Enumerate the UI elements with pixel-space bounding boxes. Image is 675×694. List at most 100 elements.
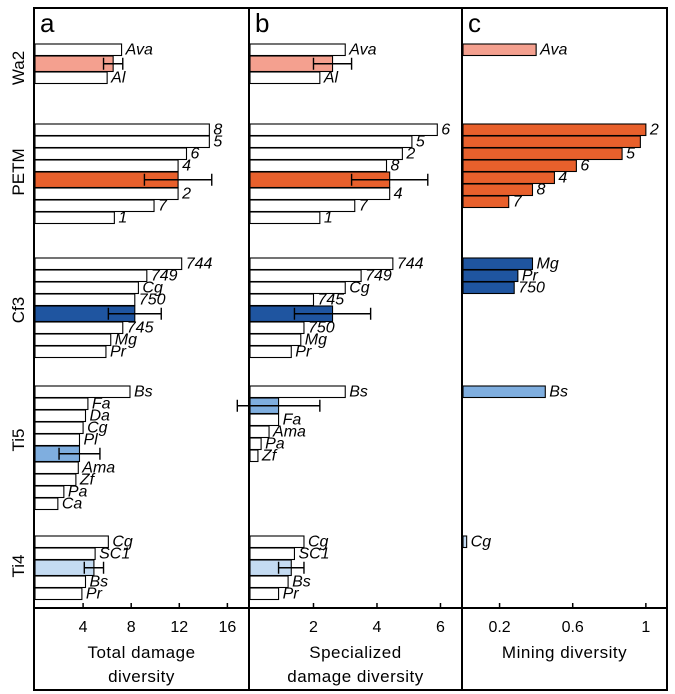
bar-cf3-mg: [249, 333, 302, 347]
bar-cf3-745: [249, 293, 315, 307]
bar-cf3-pr: [34, 345, 107, 359]
bar-cf3-cg: [34, 281, 139, 295]
bar-label: SC1: [99, 546, 130, 563]
bar-label: Pr: [283, 586, 300, 603]
bar-label: Ca: [62, 496, 83, 513]
bar-cf3-mg: [34, 333, 112, 347]
bar-label: 750: [518, 280, 545, 297]
group-label-ti4: Ti4: [9, 555, 28, 578]
bar-label: 4: [394, 186, 403, 203]
panel-frame: [461, 7, 668, 691]
bar-ti4-bs: [34, 575, 87, 589]
x-tick-label: 1: [641, 619, 650, 636]
bar-label: Cg: [112, 534, 133, 551]
bar-label: Bs: [90, 574, 109, 591]
bar-petm-2: [249, 147, 403, 161]
bar-label: Pa: [68, 484, 88, 501]
bar-ti5-cg: [34, 421, 84, 435]
bar-label: 7: [513, 194, 523, 211]
bar-ti4-cg: [462, 535, 468, 549]
bar-label: Ava: [125, 42, 153, 59]
bar-label: 744: [186, 256, 213, 273]
bar-label: Bs: [292, 574, 311, 591]
bar-label: Zf: [79, 472, 96, 489]
bar-label: 5: [416, 134, 425, 151]
bar-ti4-cg: [34, 535, 109, 549]
bar-petm-4: [249, 187, 391, 201]
x-tick-label: 0.6: [562, 619, 584, 636]
bar-label: 745: [127, 320, 154, 337]
series-wa2: Ava Al: [34, 42, 153, 87]
bar-ti5-pl: [34, 433, 81, 447]
series-wa2: Ava Al: [249, 42, 377, 87]
bar-petm-7: [34, 199, 155, 213]
bar-wa2-al: [34, 71, 108, 85]
bar-cf3-750: [34, 293, 136, 307]
bar-label: Ava: [348, 42, 376, 59]
bar-label: 749: [151, 268, 178, 285]
bar-label: Pa: [265, 436, 285, 453]
bar-petm-2: [34, 187, 179, 201]
bar-ti4-pr: [34, 587, 83, 601]
bar-label: Mg: [305, 332, 327, 349]
bar-label: Cg: [471, 534, 492, 551]
bar-label: Ava: [539, 42, 567, 59]
bar-ti5-pa: [34, 485, 65, 499]
bar-label: Bs: [349, 384, 368, 401]
bar-label: Pr: [522, 268, 539, 285]
bar-petm-8: [462, 183, 534, 197]
bar-label: Pl: [83, 432, 98, 449]
bar-cf3-745: [34, 321, 124, 335]
bar-label: 750: [139, 292, 166, 309]
bar-wa2-ava: [249, 43, 346, 57]
x-axis-title: Mining diversity: [502, 643, 627, 662]
bar-label: Fa: [283, 412, 302, 429]
x-tick-label: 6: [436, 619, 445, 636]
bar-ti5-ca: [34, 497, 59, 511]
bar-label: 2: [181, 186, 191, 203]
bar-petm-5: [249, 135, 413, 149]
bar-ti4-sc1: [34, 547, 96, 561]
x-axis-title: diversity: [108, 667, 175, 686]
bar-ti5-da: [34, 409, 87, 423]
bar-label: Cg: [142, 280, 163, 297]
bar-label: 8: [391, 158, 400, 175]
bar-petm-7: [249, 199, 356, 213]
bar-ti5-fa: [34, 397, 89, 411]
bar-label: 6: [441, 122, 450, 139]
bar-ti5-zf: [249, 449, 259, 463]
panel-letter: c: [468, 8, 481, 38]
bar-label: 6: [580, 158, 589, 175]
bar-wa2-al: [249, 71, 321, 85]
bar-cf3-750: [462, 281, 515, 295]
x-tick-label: 4: [373, 619, 382, 636]
bar-label: Pr: [295, 344, 312, 361]
bar-label: 1: [324, 210, 333, 227]
bar-petm-2: [462, 123, 647, 137]
bar-label: 4: [558, 170, 567, 187]
bar-petm-8: [249, 159, 388, 173]
bar-label: 750: [308, 320, 335, 337]
series-ti4: Cg: [462, 534, 492, 551]
bar-label: Pr: [110, 344, 127, 361]
bar-label: SC1: [298, 546, 329, 563]
bar-label: 2: [649, 122, 659, 139]
bar-label: Zf: [261, 448, 278, 465]
series-ti5: Bs: [462, 384, 568, 401]
bar-label: Bs: [549, 384, 568, 401]
bar-wa2-ava: [462, 43, 537, 57]
bar-label: 4: [182, 158, 191, 175]
x-tick-label: 16: [218, 619, 236, 636]
bar-ti4-cg: [249, 535, 305, 549]
bar-label: Cg: [349, 280, 370, 297]
bar-label: Mg: [115, 332, 137, 349]
bar-wa2-mean: [34, 55, 114, 73]
x-tick-label: 4: [79, 619, 88, 636]
